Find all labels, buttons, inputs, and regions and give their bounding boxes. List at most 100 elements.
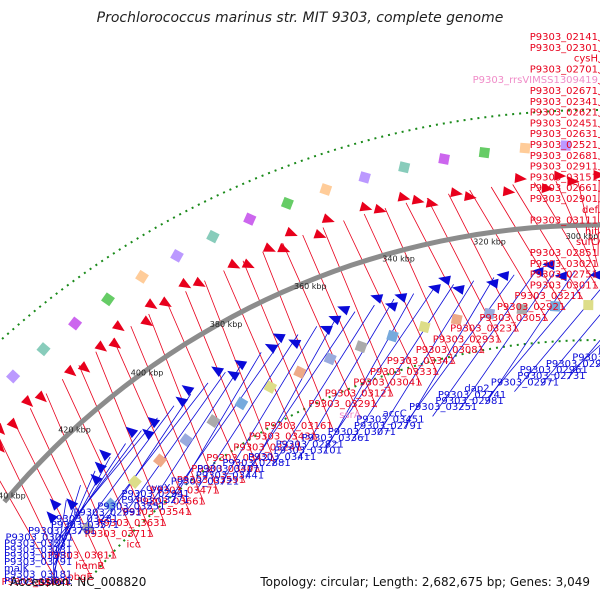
gene-arrow [411,194,425,205]
gene-label: P9303_02981 [435,396,503,407]
gene-arrow [438,275,451,286]
leader-line [458,271,556,411]
feature-block [101,292,115,307]
gene-arrow [227,258,241,269]
gene-arrow [502,186,516,197]
gene-label: P9303_03811 [48,550,116,561]
gene-label: P9303_03081 [416,345,484,356]
gene-label: obgE [68,572,93,583]
gene-label: P9303_03781 [28,526,96,537]
gene-label: P9303_03571 [51,520,119,531]
leader-line [272,304,375,467]
leader-line [302,234,378,408]
gene-label: P9303_02711 [598,346,600,357]
leader-line [325,288,434,448]
gene-arrow [313,228,327,239]
gene-arrow [542,260,555,271]
kbp-tick-label: 420 kbp [58,426,91,435]
feature-block [438,153,450,165]
leader-line [195,334,299,492]
gene-label: P9303_03131 [4,545,72,556]
leader-line [405,274,515,423]
gene-arrow [567,176,580,187]
gene-arrow [77,361,91,373]
leader-line [403,277,495,430]
feature-block [354,340,368,354]
gene-arrow [0,440,5,453]
gene-arrow [90,473,103,486]
gene-label: P9303_02931 [433,334,501,345]
gene-arrow [337,305,351,316]
gene-arrow [112,320,125,332]
leader-line [0,439,71,586]
leader-line [170,352,262,504]
gene-label: P9303_03071 [328,427,396,438]
gene-arrow [394,293,408,303]
gene-label: P9303_03411 [248,452,316,463]
gene-label: P9303_02661 [530,183,598,194]
feature-block [36,342,51,357]
gene-label: P9303_02921 [497,302,565,313]
gene-arrow [211,366,225,377]
leader-line [377,280,475,436]
gene-arrow [140,315,154,327]
gene-label: icc [127,540,141,551]
leader-line [220,326,318,485]
gene-label: P9303_03711 [85,529,153,540]
gene-label: P9303_02881 [222,458,290,469]
gene-label: P9303_03211 [514,291,582,302]
feature-block [6,369,21,384]
gene-arrow [514,173,527,184]
gene-arrow [328,315,342,326]
feature-block [280,196,294,210]
leader-line [53,443,126,554]
gene-label: P9303_03151 [530,172,598,183]
leader-line [130,325,206,505]
gene-arrow [531,267,544,277]
leader-line [540,314,600,386]
leader-line [78,365,154,537]
gene-label: cysH [574,54,598,65]
feature-track-dots [0,109,600,577]
gene-arrow [192,276,206,287]
gene-arrow [397,191,411,202]
gene-labels: P9303_02141P9303_02301cysHP9303_02701P93… [2,32,600,588]
gene-label: P9303_03721 [171,477,239,488]
gene-arrow [464,191,477,201]
gene-arrow [428,284,441,294]
gene-arrow [288,339,302,350]
gene-label: P9303_03661 [137,496,205,507]
gene-arrow [63,364,77,377]
leader-line [171,342,280,498]
gene-label: P9303_03421 [206,453,274,464]
leader-line [99,382,209,523]
leader-line [123,371,226,516]
feature-block [319,183,333,196]
gene-label: P9303_02971 [491,377,559,388]
gene-label: P9303_03111 [530,216,598,227]
feature-block [450,313,463,326]
leader-line [555,180,599,278]
leader-line [29,408,105,570]
gene-label: P9303_02671 [530,86,598,97]
gene-label: cypX [146,483,171,494]
feature-block [323,352,337,366]
gene-arrow [485,278,499,289]
gene-arrow [94,461,107,474]
feature-block [135,269,149,284]
gene-arrow [450,187,463,198]
leader-line [245,318,337,479]
feature-block [560,140,571,151]
kbp-tick-label: 400 kbp [131,368,164,377]
leader-line [282,242,361,419]
leader-line [597,179,600,257]
leader-line [185,291,260,473]
gene-label: dap2 [464,384,489,395]
leader-line [146,361,244,510]
feature-block [152,453,168,468]
gene-label: P9303_03431 [249,432,317,443]
gene-label: P9303_02521 [530,140,598,151]
gene-label: P9303_03101 [274,446,342,457]
gene-arrow [94,340,108,352]
leader-line [569,344,600,374]
